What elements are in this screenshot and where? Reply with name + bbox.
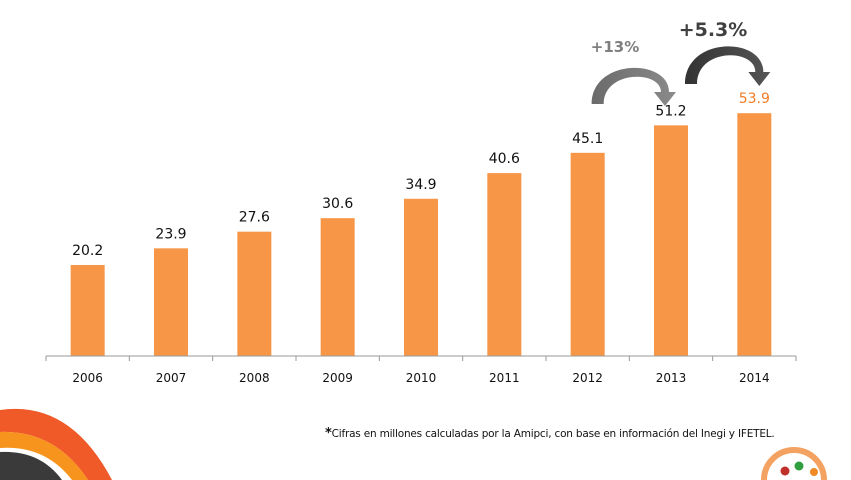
logo	[761, 447, 827, 480]
data-label-2008: 27.6	[239, 210, 270, 226]
growth-arrow-icon	[685, 46, 771, 86]
bar-2014	[737, 113, 772, 356]
x-tick-label-2006: 2006	[72, 371, 103, 385]
x-tick-label-2013: 2013	[656, 371, 687, 385]
bar-2010	[404, 198, 438, 356]
data-label-2014: 53.9	[739, 91, 770, 107]
data-label-2009: 30.6	[322, 196, 353, 212]
bar-2011	[487, 173, 522, 356]
data-label-2013: 51.2	[655, 103, 686, 119]
x-tick-label-2012: 2012	[572, 371, 603, 385]
bar-2007	[154, 248, 188, 356]
data-label-2010: 34.9	[405, 177, 436, 193]
x-tick-label-2009: 2009	[322, 371, 353, 385]
bar-2013	[654, 125, 688, 357]
bar-2008	[237, 231, 272, 356]
x-tick-label-2007: 2007	[156, 371, 187, 385]
logo-orange-dot	[810, 468, 818, 476]
data-label-2012: 45.1	[572, 131, 603, 147]
bar-2006	[70, 265, 105, 356]
x-axis	[45, 355, 797, 361]
logo-green-dot	[794, 461, 804, 471]
data-label-2007: 23.9	[155, 226, 186, 242]
bar-2009	[320, 218, 355, 356]
x-tick-label-2011: 2011	[489, 371, 520, 385]
growth-arrow-icon	[591, 67, 676, 106]
x-tick-label-2010: 2010	[406, 371, 437, 385]
x-tick-label-2008: 2008	[239, 371, 270, 385]
data-label-2006: 20.2	[72, 243, 103, 259]
footnote: *Cifras en millones calculadas por la Am…	[325, 426, 775, 441]
bar-2012	[570, 152, 605, 356]
logo-red-dot	[780, 466, 790, 476]
growth-annotation-label: +5.3%	[679, 19, 748, 41]
x-tick-label-2014: 2014	[739, 371, 770, 385]
decorative-swoosh	[0, 408, 112, 480]
growth-annotation-label: +13%	[591, 38, 639, 56]
data-label-2011: 40.6	[489, 151, 520, 167]
